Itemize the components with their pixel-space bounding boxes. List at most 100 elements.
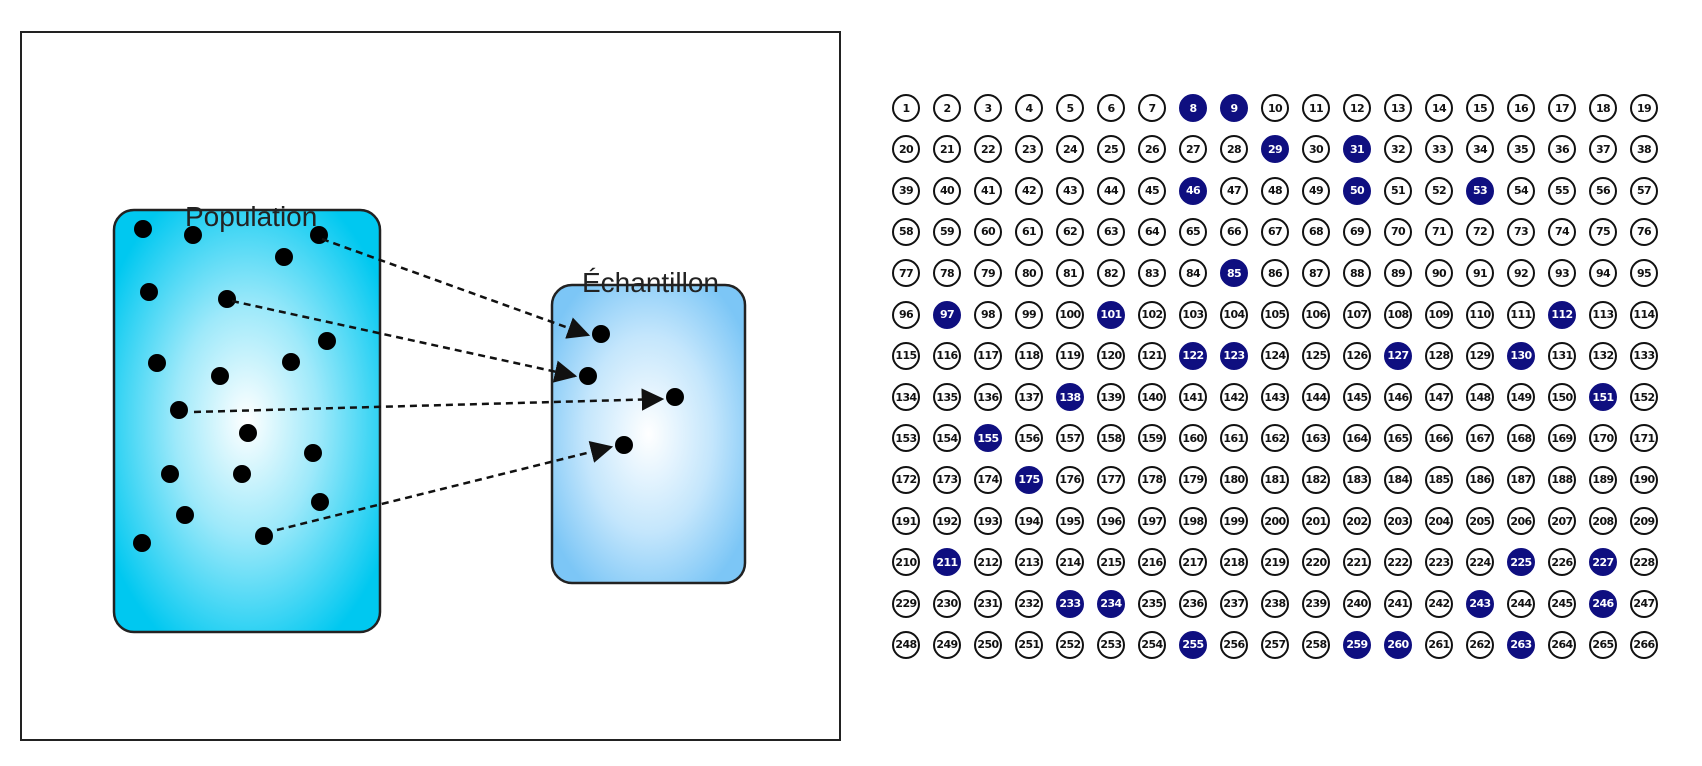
number-circle: 235 [1138,589,1166,618]
number-circle: 199 [1220,507,1248,535]
number-circle: 159 [1138,424,1166,453]
number-circle: 163 [1302,424,1330,453]
number-circle: 201 [1302,507,1330,535]
number-circle: 216 [1138,548,1166,577]
number-circle: 103 [1179,300,1207,329]
selected-number: 8 [1179,94,1207,122]
sample-dot [666,388,684,406]
number-circle: 141 [1179,383,1207,412]
number-circle: 252 [1056,630,1084,659]
number-circle: 258 [1302,630,1330,659]
number-circle: 43 [1056,176,1084,205]
selected-number: 97 [933,300,961,329]
number-circle: 182 [1302,465,1330,494]
number-circle: 105 [1261,300,1289,329]
population-dot [134,220,152,238]
number-circle: 21 [933,135,961,164]
number-circle: 198 [1179,507,1207,535]
number-circle: 24 [1056,135,1084,164]
number-circle: 80 [1015,259,1043,288]
number-circle: 156 [1015,424,1043,453]
number-circle: 11 [1302,94,1330,122]
number-circle: 150 [1548,383,1576,412]
number-circle: 213 [1015,548,1043,577]
number-circle: 230 [933,589,961,618]
number-circle: 48 [1261,176,1289,205]
number-circle: 249 [933,630,961,659]
number-circle: 89 [1384,259,1412,288]
number-circle: 51 [1384,176,1412,205]
number-circle: 52 [1425,176,1453,205]
number-circle: 222 [1384,548,1412,577]
sampling-arrow [276,440,614,532]
number-circle: 117 [974,341,1002,370]
population-dot [148,354,166,372]
number-circle: 148 [1466,383,1494,412]
number-circle: 67 [1261,217,1289,246]
number-circle: 165 [1384,424,1412,453]
number-circle: 190 [1630,465,1658,494]
number-circle: 264 [1548,630,1576,659]
number-circle: 116 [933,341,961,370]
number-circle: 107 [1343,300,1371,329]
number-circle: 204 [1425,507,1453,535]
number-circle: 239 [1302,589,1330,618]
number-circle: 250 [974,630,1002,659]
number-circle: 178 [1138,465,1166,494]
number-circle: 55 [1548,176,1576,205]
number-circle: 73 [1507,217,1535,246]
number-circle: 25 [1097,135,1125,164]
population-box [112,208,382,634]
number-circle: 27 [1179,135,1207,164]
number-circle: 65 [1179,217,1207,246]
number-circle: 102 [1138,300,1166,329]
number-circle: 157 [1056,424,1084,453]
number-circle: 143 [1261,383,1289,412]
number-circle: 185 [1425,465,1453,494]
number-circle: 168 [1507,424,1535,453]
population-dot [161,465,179,483]
number-circle: 257 [1261,630,1289,659]
number-circle: 18 [1589,94,1617,122]
number-circle: 226 [1548,548,1576,577]
number-circle: 3 [974,94,1002,122]
number-circle: 170 [1589,424,1617,453]
number-circle: 237 [1220,589,1248,618]
number-circle: 173 [933,465,961,494]
number-circle: 193 [974,507,1002,535]
number-circle: 26 [1138,135,1166,164]
number-circle: 92 [1507,259,1535,288]
sample-dot [592,325,610,343]
number-circle: 98 [974,300,1002,329]
number-circle: 71 [1425,217,1453,246]
number-circle: 186 [1466,465,1494,494]
number-circle: 180 [1220,465,1248,494]
population-dot [275,248,293,266]
number-circle: 140 [1138,383,1166,412]
selected-number: 255 [1179,630,1207,659]
population-dot [133,534,151,552]
selected-number: 211 [933,548,961,577]
number-circle: 212 [974,548,1002,577]
number-circle: 106 [1302,300,1330,329]
number-circle: 62 [1056,217,1084,246]
number-circle: 57 [1630,176,1658,205]
number-circle: 137 [1015,383,1043,412]
number-circle: 164 [1343,424,1371,453]
number-circle: 16 [1507,94,1535,122]
number-circle: 172 [892,465,920,494]
number-circle: 49 [1302,176,1330,205]
number-circle: 75 [1589,217,1617,246]
number-circle: 109 [1425,300,1453,329]
number-circle: 221 [1343,548,1371,577]
number-circle: 88 [1343,259,1371,288]
number-circle: 261 [1425,630,1453,659]
number-circle: 219 [1261,548,1289,577]
sample-dot [579,367,597,385]
number-circle: 179 [1179,465,1207,494]
population-dot [176,506,194,524]
number-circle: 42 [1015,176,1043,205]
sampling-arrow [231,299,578,383]
number-circle: 37 [1589,135,1617,164]
sample-box [550,283,747,585]
